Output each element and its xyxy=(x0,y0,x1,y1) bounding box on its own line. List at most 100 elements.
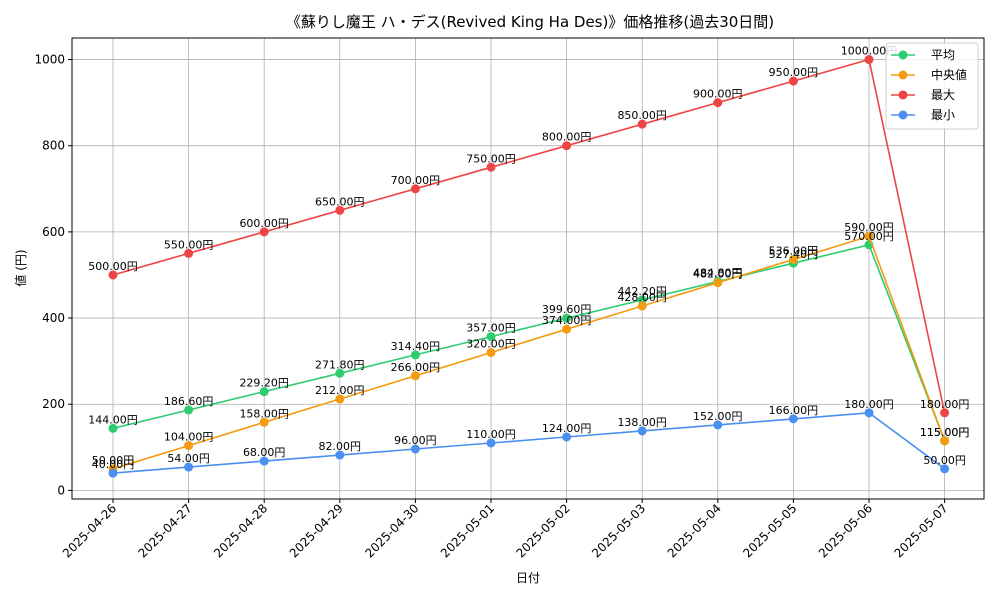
y-axis: 0 200 400 600 800 1000 xyxy=(34,53,72,497)
y-tick-label: 600 xyxy=(42,225,65,239)
data-point-3 xyxy=(562,141,572,151)
x-tick-label: 2025-05-05 xyxy=(740,501,799,560)
data-point-3 xyxy=(864,55,874,65)
y-tick-label: 1000 xyxy=(34,53,65,67)
x-tick-label: 2025-05-02 xyxy=(514,501,573,560)
data-point-2 xyxy=(637,301,647,311)
data-point-4 xyxy=(108,468,118,478)
data-label-3: 750.00円 xyxy=(466,152,516,165)
data-label-2: 158.00円 xyxy=(239,407,289,420)
data-point-4 xyxy=(184,462,194,472)
data-label-1: 527.40円 xyxy=(769,248,819,261)
data-point-3 xyxy=(713,98,723,108)
legend-label: 平均 xyxy=(931,48,955,62)
data-label-2: 104.00円 xyxy=(164,431,214,444)
legend-swatch-marker xyxy=(898,90,908,100)
data-point-4 xyxy=(562,432,572,442)
x-tick-label: 2025-05-03 xyxy=(589,501,648,560)
data-point-1 xyxy=(562,313,572,323)
data-point-2 xyxy=(864,231,874,241)
data-point-1 xyxy=(486,332,496,342)
data-label-1: 357.00円 xyxy=(466,322,516,335)
series-line-3 xyxy=(112,58,946,413)
data-label-2: 212.00円 xyxy=(315,384,365,397)
data-point-4 xyxy=(864,408,874,418)
x-tick-label: 2025-04-30 xyxy=(362,501,421,560)
data-label-4: 50.00円 xyxy=(923,454,966,467)
data-point-4 xyxy=(410,444,420,454)
data-point-4 xyxy=(788,414,798,424)
data-label-3: 800.00円 xyxy=(542,131,592,144)
data-point-2 xyxy=(562,324,572,334)
data-label-1: 144.00円 xyxy=(88,413,138,426)
data-label-3: 950.00円 xyxy=(769,66,819,79)
data-point-3 xyxy=(486,162,496,172)
x-tick-label: 2025-05-01 xyxy=(438,501,497,560)
data-point-2 xyxy=(335,394,345,404)
data-point-3 xyxy=(940,408,950,418)
data-label-2: 590.00円 xyxy=(844,221,894,234)
y-axis-label: 値 (円) xyxy=(13,249,28,286)
data-label-3: 550.00円 xyxy=(164,238,214,251)
data-label-4: 138.00円 xyxy=(617,416,667,429)
data-label-1: 570.00円 xyxy=(844,230,894,243)
data-label-3: 700.00円 xyxy=(391,174,441,187)
data-point-3 xyxy=(637,119,647,129)
data-point-4 xyxy=(335,450,345,460)
data-label-4: 68.00円 xyxy=(243,446,286,459)
data-label-3: 1000.00円 xyxy=(841,45,898,58)
series-layer xyxy=(108,55,950,478)
data-label-2: 266.00円 xyxy=(391,361,441,374)
x-axis-label: 日付 xyxy=(516,571,540,585)
plot-area-frame xyxy=(71,37,985,500)
x-tick-label: 2025-05-04 xyxy=(665,501,724,560)
data-label-3: 600.00円 xyxy=(239,217,289,230)
data-label-2: 374.00円 xyxy=(542,314,592,327)
data-point-2 xyxy=(940,436,950,446)
data-label-4: 54.00円 xyxy=(167,452,210,465)
legend-frame xyxy=(885,42,979,130)
x-tick-label: 2025-05-06 xyxy=(816,501,875,560)
legend-label: 中央値 xyxy=(931,67,967,82)
data-point-1 xyxy=(259,387,269,397)
x-tick-label: 2025-04-26 xyxy=(60,501,119,560)
data-label-1: 442.20円 xyxy=(617,285,667,298)
data-point-4 xyxy=(637,426,647,436)
data-label-1: 314.40円 xyxy=(391,340,441,353)
data-label-1: 115.00円 xyxy=(920,426,970,439)
data-point-3 xyxy=(335,205,345,215)
y-tick-label: 200 xyxy=(42,397,65,411)
data-point-4 xyxy=(713,420,723,430)
data-label-3: 500.00円 xyxy=(88,260,138,273)
data-point-1 xyxy=(410,350,420,360)
y-tick-label: 400 xyxy=(42,311,65,325)
data-point-2 xyxy=(788,254,798,264)
legend-swatch-marker xyxy=(898,110,908,120)
data-point-4 xyxy=(486,438,496,448)
data-labels: 144.00円 186.60円 229.20円 271.80円 314.40円 357.0… xyxy=(88,45,969,472)
data-point-2 xyxy=(184,441,194,451)
data-label-4: 124.00円 xyxy=(542,422,592,435)
data-point-3 xyxy=(184,248,194,258)
data-label-1: 399.60円 xyxy=(542,303,592,316)
data-label-2: 482.00円 xyxy=(693,268,743,281)
data-label-1: 271.80円 xyxy=(315,358,365,371)
data-label-2: 428.00円 xyxy=(617,291,667,304)
data-label-4: 166.00円 xyxy=(769,404,819,417)
series-line-1 xyxy=(112,243,946,442)
legend-swatch-marker xyxy=(898,70,908,80)
data-point-4 xyxy=(940,464,950,474)
x-axis: 2025-04-26 2025-04-27 2025-04-28 2025-04-29… xyxy=(60,499,951,560)
data-label-1: 484.80円 xyxy=(693,267,743,280)
chart-title: 《蘇りし魔王 ハ・デス(Revived King Ha Des)》価格推移(過去… xyxy=(286,13,774,31)
grid xyxy=(72,38,984,499)
x-tick-label: 2025-04-28 xyxy=(211,501,270,560)
series-line-4 xyxy=(112,411,946,474)
legend-swatch-marker xyxy=(898,50,908,60)
data-label-4: 82.00円 xyxy=(319,440,362,453)
data-label-2: 115.00円 xyxy=(920,426,970,439)
data-label-3: 650.00円 xyxy=(315,195,365,208)
y-tick-label: 800 xyxy=(42,139,65,153)
data-label-3: 850.00円 xyxy=(617,109,667,122)
